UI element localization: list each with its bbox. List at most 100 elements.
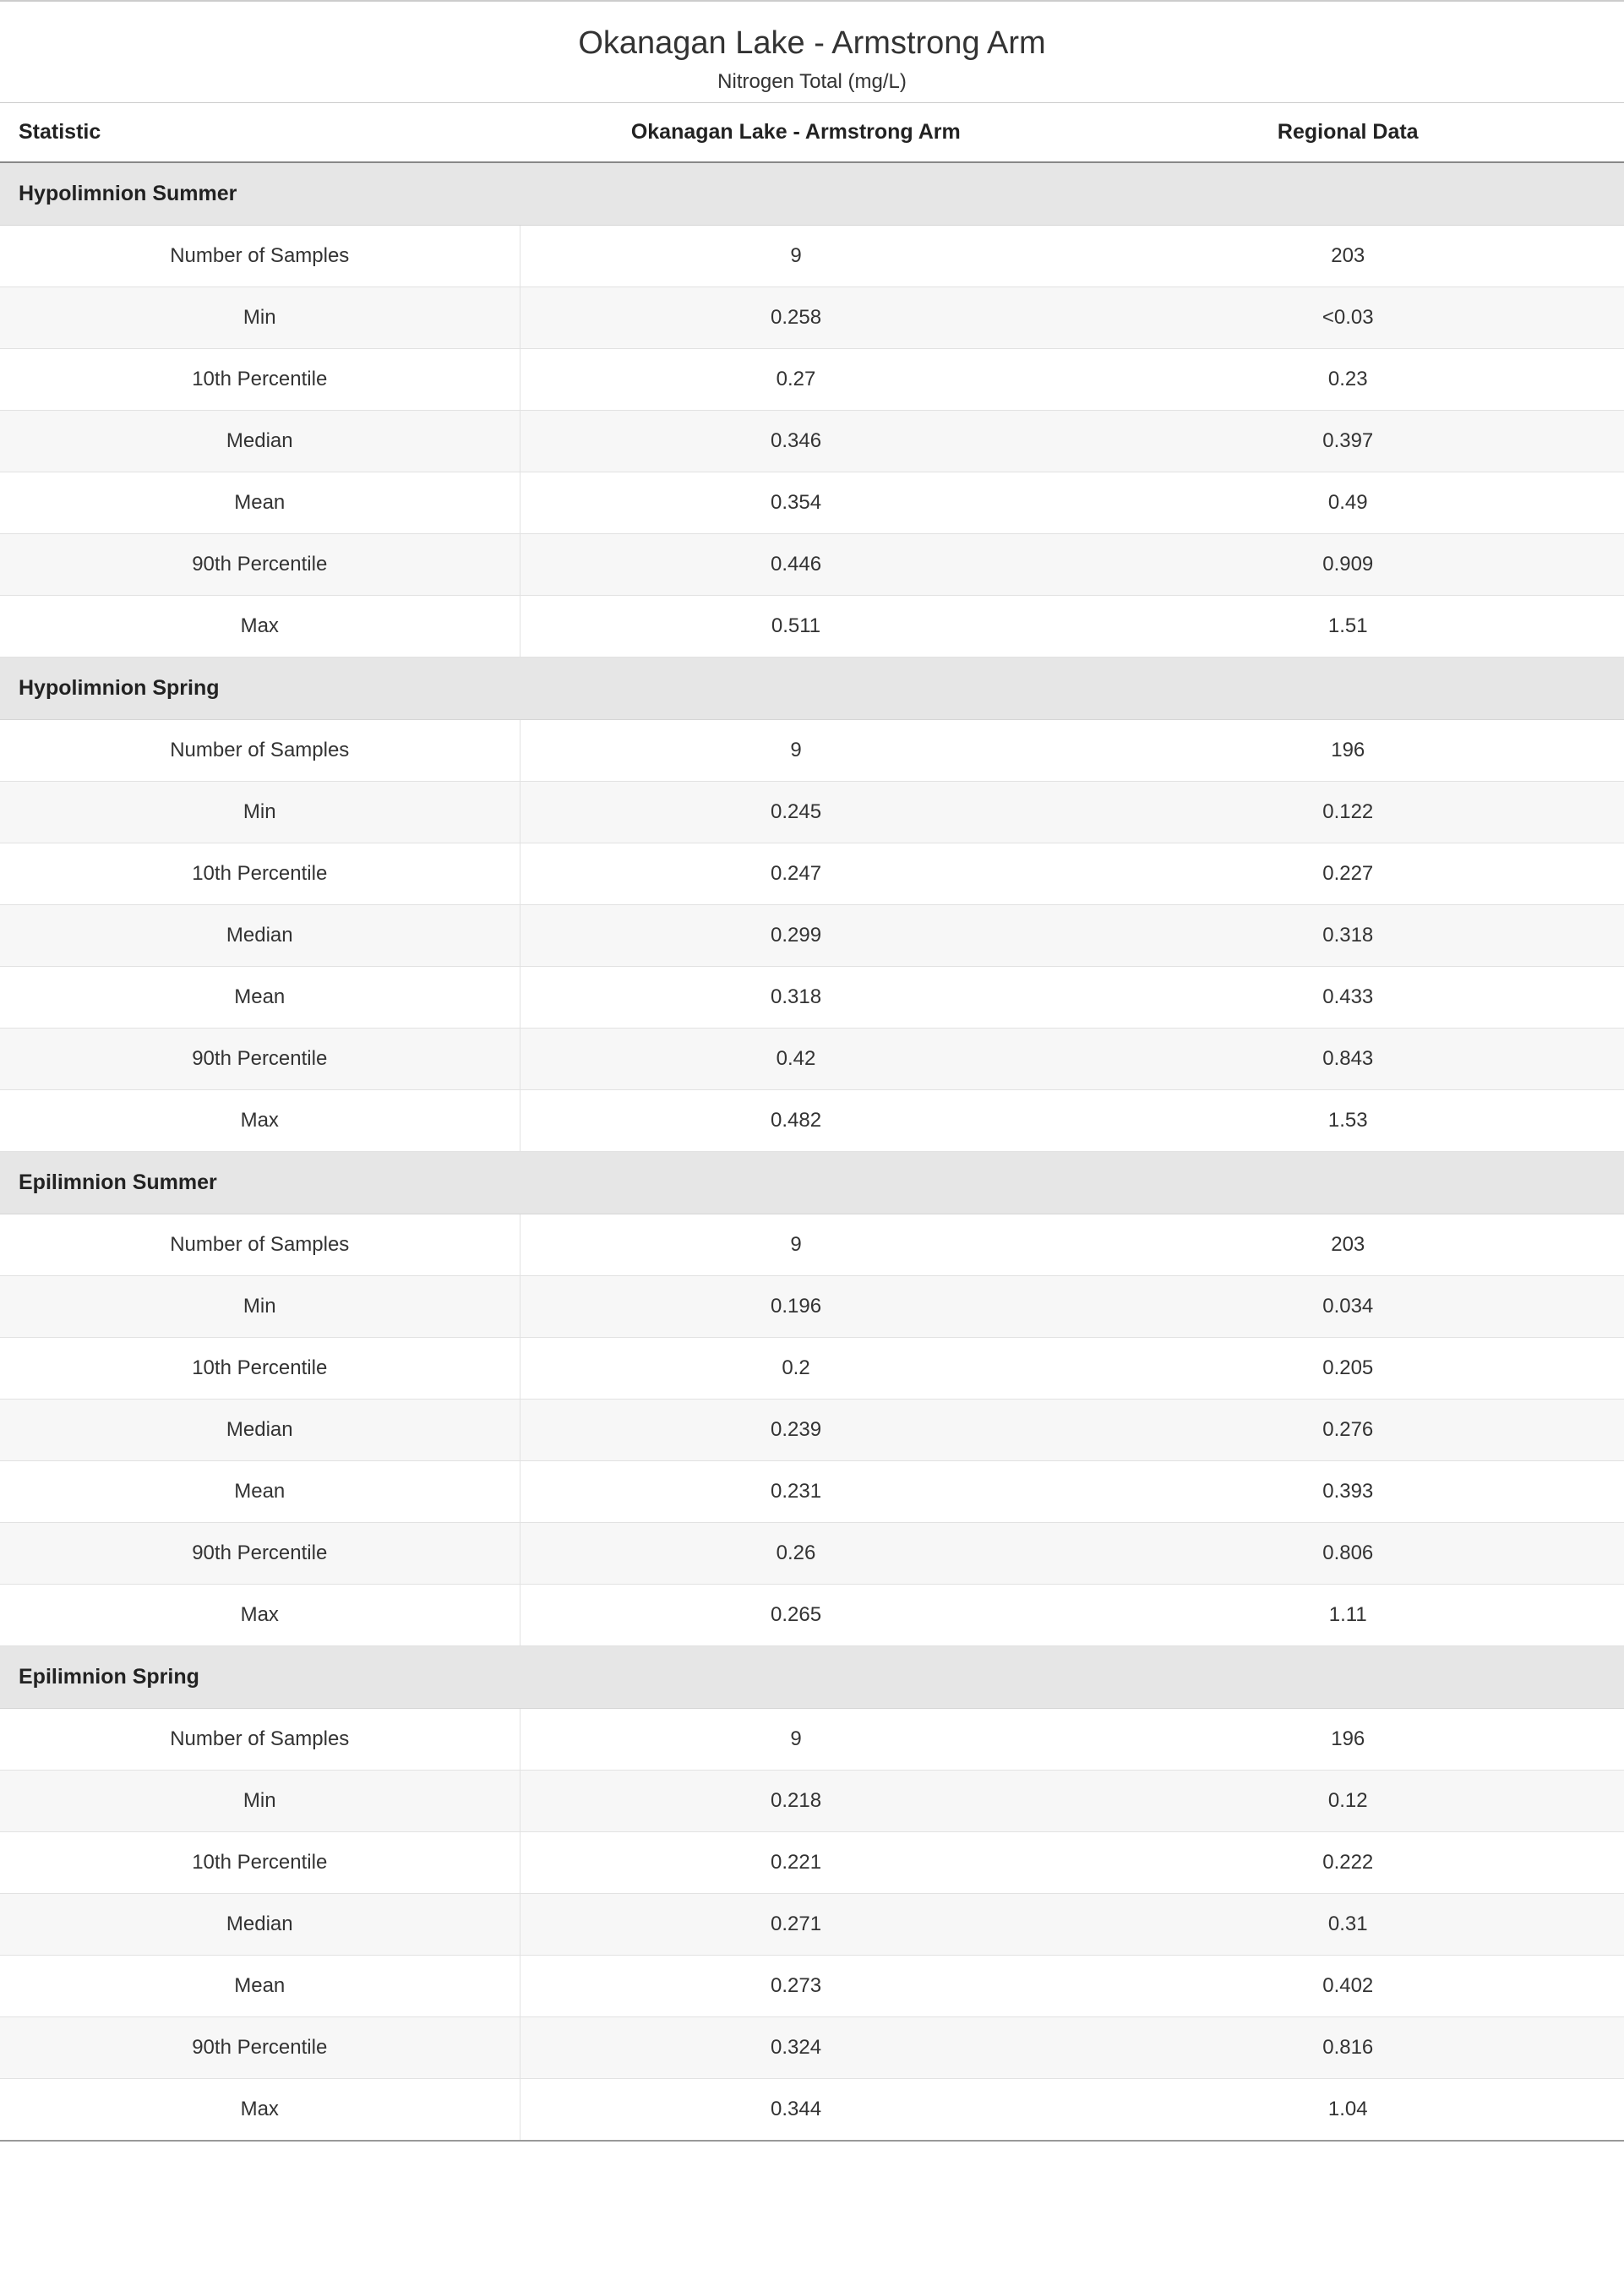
table-row: Median0.2990.318 <box>0 905 1624 967</box>
table-row: Mean0.2730.402 <box>0 1956 1624 2017</box>
stat-label: Max <box>0 2079 520 2142</box>
stat-label: 10th Percentile <box>0 349 520 411</box>
stat-label: Median <box>0 1400 520 1461</box>
regional-value: 0.222 <box>1072 1832 1624 1894</box>
regional-value: 196 <box>1072 1709 1624 1771</box>
stat-label: Median <box>0 411 520 472</box>
site-value: 0.324 <box>520 2017 1071 2079</box>
stat-label: Min <box>0 1276 520 1338</box>
regional-value: <0.03 <box>1072 287 1624 349</box>
stat-label: Mean <box>0 1461 520 1523</box>
table-row: Min0.258<0.03 <box>0 287 1624 349</box>
regional-value: 0.909 <box>1072 534 1624 596</box>
regional-value: 1.53 <box>1072 1090 1624 1152</box>
stat-label: Median <box>0 905 520 967</box>
table-row: Min0.2450.122 <box>0 782 1624 843</box>
table-row: 90th Percentile0.260.806 <box>0 1523 1624 1585</box>
site-value: 0.221 <box>520 1832 1071 1894</box>
table-row: 90th Percentile0.3240.816 <box>0 2017 1624 2079</box>
table-row: Mean0.3180.433 <box>0 967 1624 1029</box>
stat-label: Mean <box>0 472 520 534</box>
table-row: Mean0.2310.393 <box>0 1461 1624 1523</box>
regional-value: 0.034 <box>1072 1276 1624 1338</box>
title-block: Okanagan Lake - Armstrong Arm Nitrogen T… <box>0 2 1624 102</box>
stat-label: Max <box>0 1090 520 1152</box>
stat-label: 90th Percentile <box>0 534 520 596</box>
regional-value: 0.12 <box>1072 1771 1624 1832</box>
stat-label: Max <box>0 1585 520 1646</box>
regional-value: 203 <box>1072 226 1624 287</box>
table-row: Number of Samples9196 <box>0 1709 1624 1771</box>
table-header-row: Statistic Okanagan Lake - Armstrong Arm … <box>0 103 1624 163</box>
table-row: Median0.3460.397 <box>0 411 1624 472</box>
site-value: 0.196 <box>520 1276 1071 1338</box>
site-value: 0.265 <box>520 1585 1071 1646</box>
table-row: Number of Samples9203 <box>0 1214 1624 1276</box>
stat-label: Max <box>0 596 520 658</box>
report-container: Okanagan Lake - Armstrong Arm Nitrogen T… <box>0 0 1624 2142</box>
site-value: 0.218 <box>520 1771 1071 1832</box>
regional-value: 0.205 <box>1072 1338 1624 1400</box>
stat-label: Median <box>0 1894 520 1956</box>
regional-value: 0.227 <box>1072 843 1624 905</box>
section-title: Hypolimnion Summer <box>0 162 1624 226</box>
section-title: Hypolimnion Spring <box>0 658 1624 720</box>
stat-label: Mean <box>0 1956 520 2017</box>
table-row: 10th Percentile0.270.23 <box>0 349 1624 411</box>
site-value: 0.271 <box>520 1894 1071 1956</box>
stat-label: Number of Samples <box>0 226 520 287</box>
regional-value: 0.806 <box>1072 1523 1624 1585</box>
table-row: Min0.1960.034 <box>0 1276 1624 1338</box>
table-row: Median0.2710.31 <box>0 1894 1624 1956</box>
table-row: Max0.2651.11 <box>0 1585 1624 1646</box>
statistics-table: Statistic Okanagan Lake - Armstrong Arm … <box>0 102 1624 2142</box>
table-row: 10th Percentile0.20.205 <box>0 1338 1624 1400</box>
regional-value: 1.11 <box>1072 1585 1624 1646</box>
site-value: 0.273 <box>520 1956 1071 2017</box>
site-value: 0.318 <box>520 967 1071 1029</box>
regional-value: 0.31 <box>1072 1894 1624 1956</box>
table-row: Median0.2390.276 <box>0 1400 1624 1461</box>
site-value: 0.2 <box>520 1338 1071 1400</box>
section-title: Epilimnion Spring <box>0 1646 1624 1709</box>
regional-value: 0.816 <box>1072 2017 1624 2079</box>
stat-label: Number of Samples <box>0 1214 520 1276</box>
stat-label: 10th Percentile <box>0 843 520 905</box>
col-header-regional: Regional Data <box>1072 103 1624 163</box>
table-row: 10th Percentile0.2210.222 <box>0 1832 1624 1894</box>
site-value: 0.27 <box>520 349 1071 411</box>
stat-label: 10th Percentile <box>0 1832 520 1894</box>
site-value: 0.354 <box>520 472 1071 534</box>
section-header: Hypolimnion Summer <box>0 162 1624 226</box>
site-value: 9 <box>520 720 1071 782</box>
page-subtitle: Nitrogen Total (mg/L) <box>0 70 1624 94</box>
site-value: 9 <box>520 1709 1071 1771</box>
section-header: Epilimnion Summer <box>0 1152 1624 1214</box>
site-value: 9 <box>520 226 1071 287</box>
table-row: Max0.4821.53 <box>0 1090 1624 1152</box>
site-value: 0.346 <box>520 411 1071 472</box>
regional-value: 203 <box>1072 1214 1624 1276</box>
table-row: 90th Percentile0.420.843 <box>0 1029 1624 1090</box>
stat-label: 90th Percentile <box>0 1523 520 1585</box>
site-value: 0.26 <box>520 1523 1071 1585</box>
site-value: 0.344 <box>520 2079 1071 2142</box>
stat-label: 90th Percentile <box>0 2017 520 2079</box>
stat-label: Number of Samples <box>0 1709 520 1771</box>
regional-value: 0.276 <box>1072 1400 1624 1461</box>
stat-label: Min <box>0 287 520 349</box>
site-value: 0.247 <box>520 843 1071 905</box>
section-title: Epilimnion Summer <box>0 1152 1624 1214</box>
regional-value: 0.23 <box>1072 349 1624 411</box>
table-row: Mean0.3540.49 <box>0 472 1624 534</box>
site-value: 0.482 <box>520 1090 1071 1152</box>
site-value: 0.446 <box>520 534 1071 596</box>
table-row: 90th Percentile0.4460.909 <box>0 534 1624 596</box>
regional-value: 0.122 <box>1072 782 1624 843</box>
section-header: Epilimnion Spring <box>0 1646 1624 1709</box>
stat-label: Number of Samples <box>0 720 520 782</box>
regional-value: 0.393 <box>1072 1461 1624 1523</box>
table-row: Min0.2180.12 <box>0 1771 1624 1832</box>
stat-label: 90th Percentile <box>0 1029 520 1090</box>
table-row: Max0.3441.04 <box>0 2079 1624 2142</box>
